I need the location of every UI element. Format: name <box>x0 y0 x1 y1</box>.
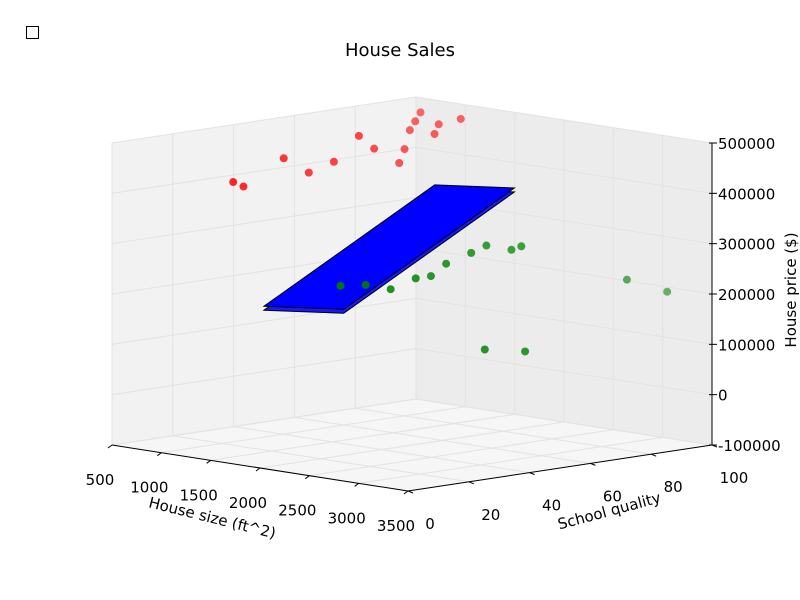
y-tick-mark <box>407 490 414 494</box>
x-tick-mark <box>206 459 211 464</box>
tick-labels: 500 1000 1500 2000 2500 3000 3500 0 20 40 60 80 100 -… <box>86 135 781 535</box>
x-tick-mark <box>403 490 409 495</box>
z-tick-label: 100000 <box>718 336 775 354</box>
data-point <box>239 182 248 191</box>
grid-lines <box>111 96 713 492</box>
y-tick-label: 100 <box>720 469 749 487</box>
x-tick-mark <box>255 467 261 472</box>
data-point <box>229 178 238 187</box>
data-point <box>400 145 409 154</box>
axis-lines <box>107 142 718 495</box>
data-point <box>386 285 395 294</box>
grid-line-z-left <box>111 398 417 446</box>
z-tick-label: 500000 <box>718 135 775 153</box>
data-point <box>354 131 363 140</box>
grid-line-z-back <box>415 398 713 446</box>
data-point <box>411 274 420 283</box>
grid-line-x-floor <box>210 413 515 461</box>
y-tick-mark <box>651 453 657 457</box>
grid-line-y-floor <box>355 407 652 455</box>
toggle-checkbox[interactable] <box>26 26 39 39</box>
y-tick-mark <box>529 472 535 476</box>
data-point <box>411 117 420 126</box>
grid-line-x-floor <box>358 436 663 484</box>
x-tick-label: 500 <box>86 471 115 489</box>
grid-line-y-floor <box>172 435 469 483</box>
data-point <box>456 114 465 123</box>
grid-line-z-left <box>111 297 417 345</box>
grid-line-z-left <box>111 96 417 144</box>
x-tick-mark <box>354 482 359 487</box>
z-tick-label: 300000 <box>718 236 775 254</box>
z-tick-label: 0 <box>718 387 728 405</box>
z-axis-label: House price ($) <box>782 232 800 347</box>
grid-line-z-back <box>415 146 713 194</box>
grid-line-y-floor <box>294 416 591 464</box>
data-point <box>430 130 439 138</box>
data-point <box>507 245 516 254</box>
x-tick-mark <box>107 444 113 449</box>
data-point <box>517 242 526 251</box>
data-point <box>416 108 425 117</box>
data-point <box>663 287 672 296</box>
x-tick-label: 1000 <box>130 479 168 497</box>
data-point <box>426 272 435 281</box>
data-point <box>405 126 414 135</box>
y-tick-mark <box>468 481 474 485</box>
data-point <box>395 159 404 167</box>
x-tick-mark <box>157 452 162 457</box>
fit-plane-surface <box>262 184 516 310</box>
x-tick-label: 3000 <box>328 509 366 527</box>
data-point <box>442 259 451 268</box>
z-tick-label: 200000 <box>718 286 775 304</box>
fit-plane <box>262 184 516 314</box>
grid-line-x-floor <box>309 429 614 477</box>
z-tick-label: -100000 <box>718 437 781 455</box>
grid-line-z-left <box>111 348 417 396</box>
data-points <box>229 108 672 356</box>
grid-line-z-left <box>111 146 417 194</box>
chart-title: House Sales <box>345 40 455 61</box>
y-tick-label: 40 <box>542 497 561 515</box>
grid-line-z-back <box>415 348 713 396</box>
data-point <box>336 281 345 290</box>
x-tick-label: 3500 <box>377 517 415 535</box>
data-point <box>304 168 313 177</box>
data-point <box>370 144 379 153</box>
grid-line-z-back <box>415 96 713 144</box>
grid-line-x-floor <box>161 406 466 454</box>
data-point <box>482 241 491 250</box>
data-point <box>467 248 476 257</box>
data-point <box>361 280 370 289</box>
data-point <box>329 157 338 166</box>
grid-line-x-floor <box>259 421 565 469</box>
y-axis-line <box>407 444 713 492</box>
y-tick-label: 20 <box>481 506 500 524</box>
y-tick-label: 60 <box>603 487 622 505</box>
y-tick-label: 0 <box>425 515 435 533</box>
x-tick-label: 2500 <box>278 502 316 520</box>
data-point <box>279 154 288 163</box>
data-point <box>622 275 631 284</box>
grid-line-z-back <box>415 297 713 345</box>
y-tick-label: 80 <box>664 478 683 496</box>
grid-line-z-left <box>111 197 417 245</box>
z-tick-label: 400000 <box>718 185 775 203</box>
grid-line-y-floor <box>233 426 530 474</box>
x-tick-label: 2000 <box>229 494 267 512</box>
data-point <box>434 120 443 129</box>
axes-panes <box>112 97 712 491</box>
data-point <box>480 345 489 354</box>
data-point <box>521 347 530 356</box>
grid-line-z-back <box>415 247 713 295</box>
x-tick-mark <box>305 475 310 480</box>
y-tick-mark <box>590 462 596 466</box>
x-tick-label: 1500 <box>180 486 218 504</box>
